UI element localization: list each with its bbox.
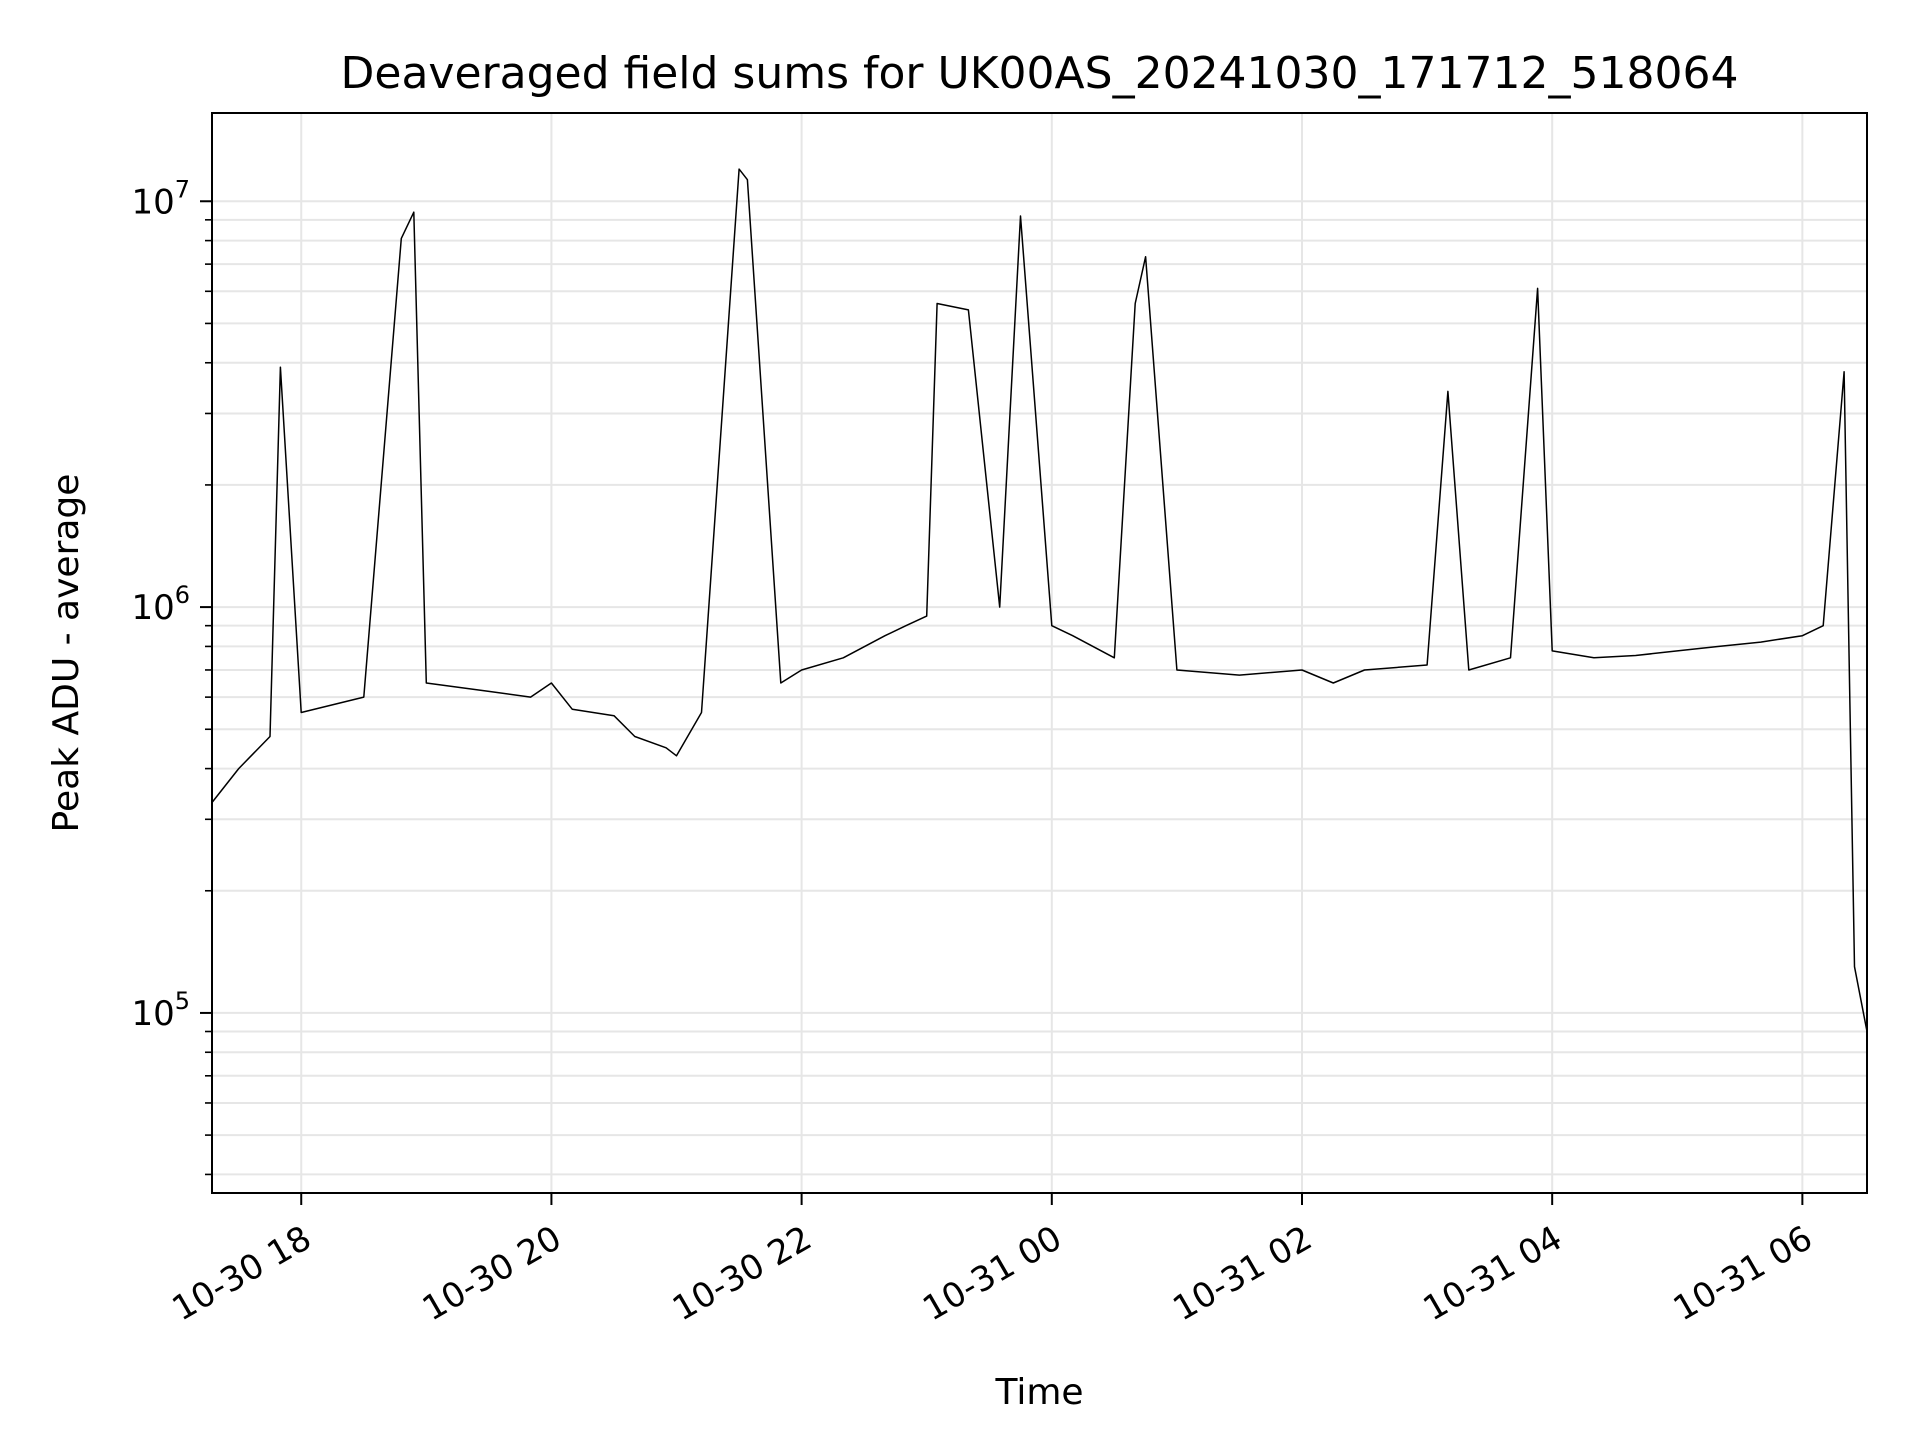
plot-frame (211, 112, 1868, 1194)
y-axis-label: Peak ADU - average (46, 474, 87, 833)
y-tick-label: 107 (131, 175, 190, 222)
series-line (211, 168, 1868, 1032)
grid (212, 113, 1867, 1193)
y-tick-label: 106 (131, 581, 190, 628)
y-tick-label: 105 (131, 987, 190, 1034)
chart-title: Deaveraged field sums for UK00AS_2024103… (341, 48, 1739, 99)
series-layer (211, 168, 1868, 1032)
x-axis-label: Time (994, 1372, 1083, 1413)
